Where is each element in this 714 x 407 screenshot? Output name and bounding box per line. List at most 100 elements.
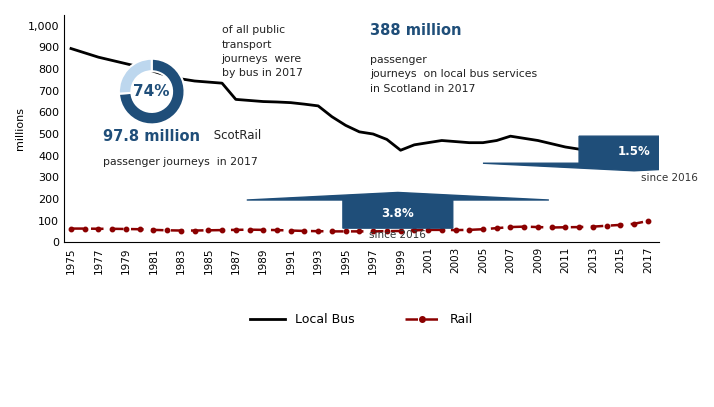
Local Bus xyxy=(149,69,158,74)
Local Bus xyxy=(588,148,597,153)
Rail xyxy=(561,225,570,230)
Local Bus xyxy=(300,102,308,107)
Rail xyxy=(108,226,116,231)
Local Bus xyxy=(191,79,199,83)
Text: 1.5%: 1.5% xyxy=(618,145,650,158)
FancyArrow shape xyxy=(247,193,549,228)
Y-axis label: millions: millions xyxy=(15,107,25,150)
Rail xyxy=(204,228,213,233)
Local Bus xyxy=(410,142,418,147)
Rail xyxy=(121,227,130,232)
Rail xyxy=(369,229,378,234)
Local Bus xyxy=(204,80,213,85)
Rail xyxy=(314,229,323,234)
Local Bus xyxy=(548,141,556,146)
Rail xyxy=(423,228,432,232)
Rail xyxy=(231,228,240,232)
Local Bus xyxy=(94,55,103,60)
Legend: Local Bus, Rail: Local Bus, Rail xyxy=(245,309,478,331)
Local Bus xyxy=(81,50,89,55)
Local Bus xyxy=(245,98,253,103)
Rail xyxy=(341,229,350,234)
Rail xyxy=(396,228,405,233)
Rail xyxy=(588,224,597,229)
Local Bus xyxy=(643,156,652,161)
Local Bus xyxy=(273,100,281,105)
Local Bus xyxy=(423,140,432,145)
Rail xyxy=(603,223,611,228)
Local Bus xyxy=(121,61,130,66)
Text: 388 million: 388 million xyxy=(371,23,462,38)
Local Bus xyxy=(451,139,460,144)
Local Bus xyxy=(506,134,515,139)
Rail xyxy=(136,227,144,232)
Local Bus xyxy=(314,103,323,108)
Local Bus xyxy=(108,58,116,63)
Local Bus xyxy=(561,144,570,149)
Rail xyxy=(548,225,556,230)
Local Bus xyxy=(533,138,542,143)
Local Bus xyxy=(369,131,378,136)
Rail xyxy=(259,228,268,232)
Text: passenger journeys  in 2017: passenger journeys in 2017 xyxy=(103,157,258,167)
Rail xyxy=(66,226,75,231)
Rail xyxy=(478,227,487,232)
Local Bus xyxy=(478,140,487,145)
Local Bus xyxy=(231,97,240,102)
Text: since 2016: since 2016 xyxy=(369,230,426,240)
Rail xyxy=(163,228,171,233)
Line: Rail: Rail xyxy=(69,219,650,234)
Local Bus xyxy=(603,149,611,154)
Local Bus xyxy=(438,138,446,143)
FancyArrow shape xyxy=(483,136,714,171)
Local Bus xyxy=(163,73,171,78)
Rail xyxy=(81,226,89,231)
Text: 97.8 million: 97.8 million xyxy=(103,129,200,144)
Rail xyxy=(533,225,542,230)
Rail xyxy=(506,225,515,230)
Rail xyxy=(245,227,253,232)
Local Bus xyxy=(493,138,501,143)
Local Bus xyxy=(575,147,583,151)
Text: of all public
transport
journeys  were
by bus in 2017: of all public transport journeys were by… xyxy=(222,25,303,79)
Local Bus xyxy=(355,129,363,134)
Rail xyxy=(410,228,418,233)
Rail xyxy=(630,221,638,226)
Line: Local Bus: Local Bus xyxy=(71,48,648,158)
Rail xyxy=(273,228,281,232)
Rail xyxy=(616,223,625,228)
Rail xyxy=(493,226,501,231)
Local Bus xyxy=(218,81,226,85)
Local Bus xyxy=(176,77,185,81)
Local Bus xyxy=(396,148,405,153)
Local Bus xyxy=(341,123,350,128)
Rail xyxy=(176,228,185,233)
Text: passenger
journeys  on local bus services
in Scotland in 2017: passenger journeys on local bus services… xyxy=(371,55,538,94)
Local Bus xyxy=(383,137,391,142)
Local Bus xyxy=(66,46,75,51)
Rail xyxy=(643,219,652,223)
Rail xyxy=(575,225,583,230)
Local Bus xyxy=(328,114,336,119)
Rail xyxy=(520,224,528,229)
Wedge shape xyxy=(119,59,152,94)
Rail xyxy=(286,228,295,233)
Local Bus xyxy=(136,64,144,69)
Local Bus xyxy=(630,153,638,158)
Local Bus xyxy=(286,100,295,105)
Text: 3.8%: 3.8% xyxy=(381,207,414,220)
Rail xyxy=(149,228,158,232)
Text: ScotRail: ScotRail xyxy=(210,129,261,142)
Rail xyxy=(465,228,473,232)
Rail xyxy=(300,228,308,233)
Wedge shape xyxy=(119,59,184,125)
Local Bus xyxy=(616,150,625,155)
Rail xyxy=(328,229,336,234)
Rail xyxy=(383,229,391,234)
Rail xyxy=(191,228,199,233)
Rail xyxy=(94,226,103,231)
Text: since 2016: since 2016 xyxy=(641,173,698,182)
Local Bus xyxy=(520,136,528,141)
Rail xyxy=(218,228,226,232)
Rail xyxy=(451,228,460,232)
